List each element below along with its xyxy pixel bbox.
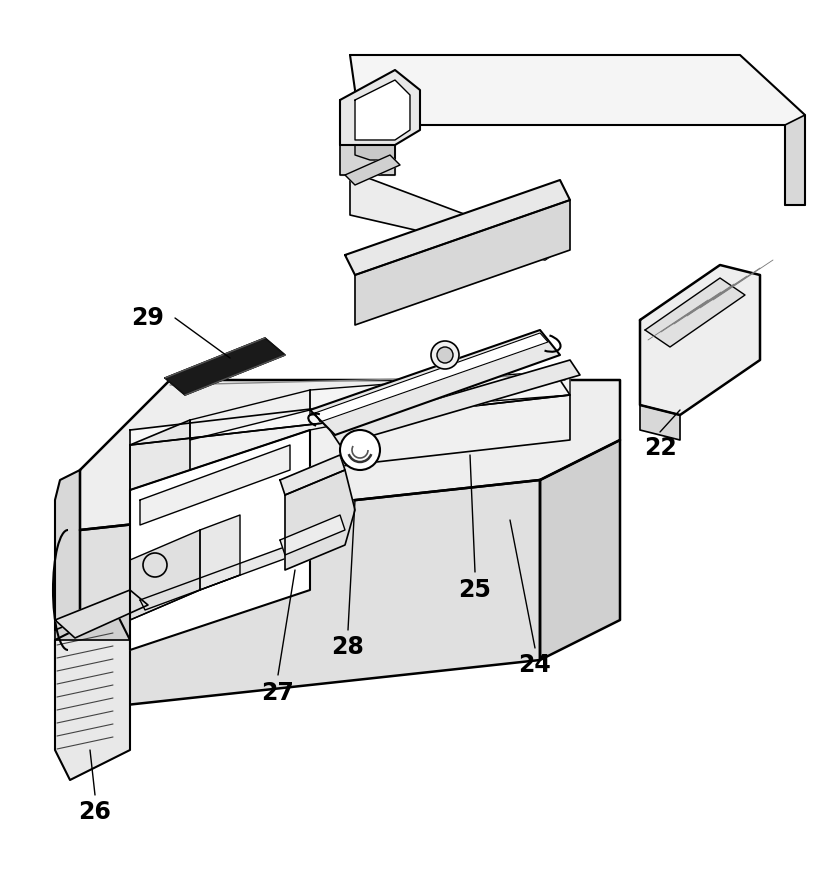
Polygon shape — [55, 590, 148, 638]
Polygon shape — [130, 380, 570, 445]
Polygon shape — [640, 405, 680, 440]
Circle shape — [437, 347, 453, 363]
Polygon shape — [645, 278, 745, 347]
Polygon shape — [350, 55, 805, 205]
Polygon shape — [140, 545, 295, 610]
Polygon shape — [340, 70, 420, 145]
Text: 25: 25 — [458, 578, 491, 602]
Polygon shape — [130, 430, 310, 650]
Polygon shape — [350, 125, 360, 175]
Circle shape — [143, 553, 167, 577]
Text: 22: 22 — [643, 436, 676, 460]
Polygon shape — [165, 338, 285, 395]
Polygon shape — [345, 155, 400, 185]
Polygon shape — [345, 180, 570, 275]
Circle shape — [431, 341, 459, 369]
Polygon shape — [130, 530, 200, 620]
Polygon shape — [55, 600, 130, 640]
Circle shape — [340, 430, 380, 470]
Polygon shape — [140, 445, 290, 525]
Polygon shape — [285, 470, 355, 570]
Polygon shape — [55, 610, 130, 780]
Polygon shape — [310, 370, 570, 415]
Text: 24: 24 — [519, 653, 552, 677]
Polygon shape — [80, 480, 540, 710]
Polygon shape — [330, 360, 580, 445]
Polygon shape — [280, 455, 345, 495]
Polygon shape — [355, 80, 410, 140]
Polygon shape — [130, 395, 570, 490]
Polygon shape — [340, 145, 395, 175]
Text: 26: 26 — [79, 800, 112, 824]
Polygon shape — [280, 515, 345, 555]
Polygon shape — [640, 265, 760, 415]
Polygon shape — [355, 200, 570, 325]
Text: 28: 28 — [332, 635, 365, 659]
Text: 29: 29 — [131, 306, 165, 330]
Polygon shape — [540, 440, 620, 660]
Polygon shape — [355, 145, 395, 160]
Polygon shape — [80, 380, 620, 530]
Polygon shape — [785, 115, 805, 205]
Text: 27: 27 — [261, 681, 294, 705]
Polygon shape — [310, 330, 560, 435]
Polygon shape — [190, 390, 310, 440]
Polygon shape — [200, 515, 240, 590]
Polygon shape — [55, 470, 80, 710]
Polygon shape — [350, 175, 560, 260]
Polygon shape — [130, 420, 190, 625]
Polygon shape — [315, 333, 548, 422]
